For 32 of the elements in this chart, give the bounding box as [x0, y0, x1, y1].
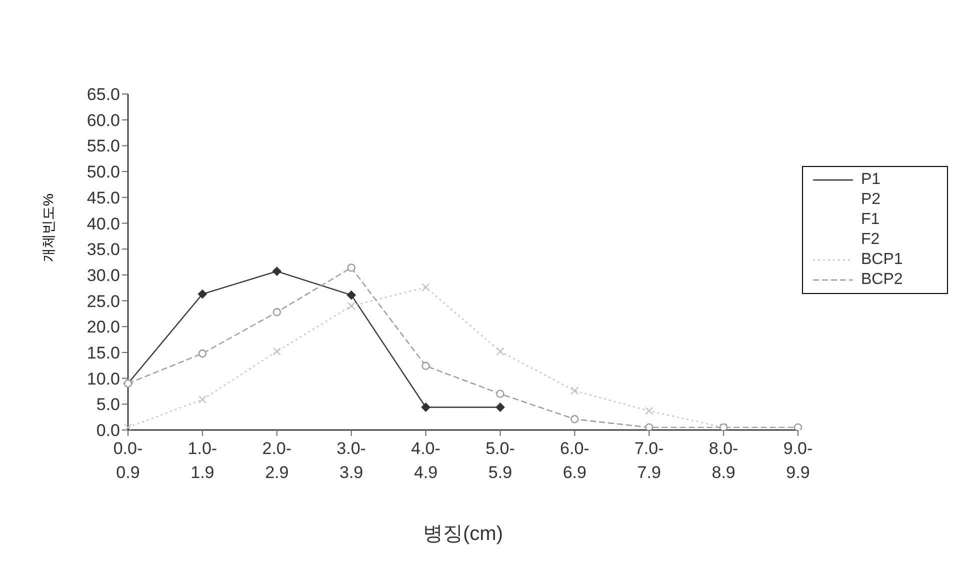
- x-axis-title: 병징(cm): [423, 523, 503, 545]
- y-tick-label: 25.0: [86, 292, 120, 311]
- legend-label: P1: [861, 170, 881, 190]
- x-tick-label: 8.0- 8.9: [708, 439, 738, 482]
- x-tick-label: 9.0- 9.9: [783, 439, 813, 482]
- text: P2: [861, 190, 881, 210]
- y-tick-label: 20.0: [86, 318, 120, 337]
- x-tick-label: 0.0- 0.9: [113, 439, 143, 482]
- y-tick-label: 60.0: [86, 110, 120, 130]
- y-tick-label: 0.0: [96, 421, 120, 440]
- x-tick-label: 7.0- 7.9: [634, 439, 664, 482]
- text: F2: [861, 230, 880, 250]
- y-tick-label: 35.0: [86, 240, 120, 260]
- y-tick-label: 15.0: [86, 343, 120, 362]
- y-tick-label: 30.0: [86, 266, 120, 285]
- x-tick-label: 2.0- 2.9: [262, 439, 292, 482]
- x-tick-label: 6.0- 6.9: [560, 439, 590, 482]
- legend-label: BCP1: [861, 250, 903, 270]
- legend-label: BCP2: [861, 270, 903, 290]
- x-tick-label: 3.0- 3.9: [336, 439, 366, 482]
- y-tick-label: 50.0: [86, 162, 120, 182]
- y-tick-label: 10.0: [86, 369, 120, 388]
- text: F1: [861, 210, 880, 230]
- x-tick-label: 4.0- 4.9: [411, 439, 440, 482]
- x-tick-label: 5.0- 5.9: [486, 439, 515, 482]
- y-tick-label: 40.0: [86, 214, 120, 234]
- y-axis-title: 개체빈도%: [40, 194, 56, 262]
- y-tick-label: 55.0: [86, 136, 120, 156]
- y-tick-label: 65.0: [86, 85, 120, 104]
- x-tick-label: 1.0- 1.9: [188, 439, 218, 482]
- y-tick-label: 45.0: [86, 188, 120, 208]
- y-tick-label: 5.0: [96, 395, 120, 414]
